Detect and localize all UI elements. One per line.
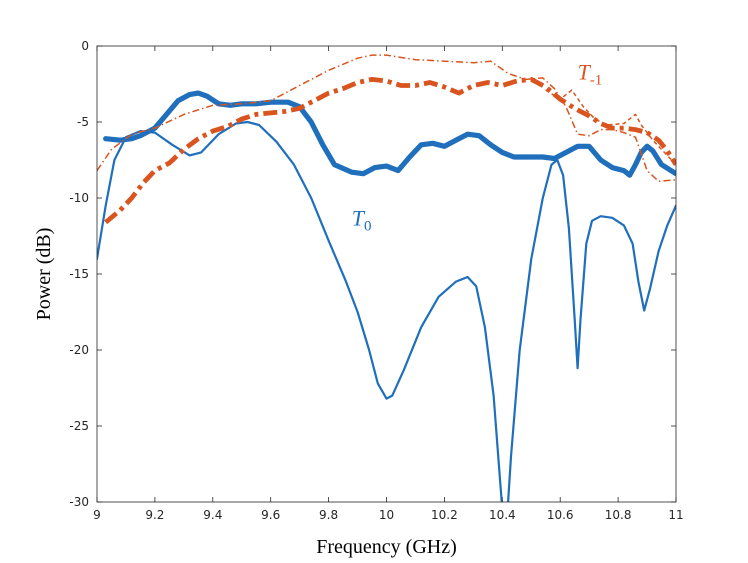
series-line-4 xyxy=(104,77,676,225)
x-tick-label: 9.4 xyxy=(203,508,222,522)
series-line-1 xyxy=(103,90,676,178)
T-1-label: T-1 xyxy=(578,59,603,88)
x-tick-label: 9.8 xyxy=(319,508,338,522)
y-tick-label: -10 xyxy=(69,191,89,205)
x-tick-label: 11 xyxy=(668,508,683,522)
plot-area: 9 9.2 9.4 9.6 9.8 10 10.2 10.4 10.6 10.8 11 0 -5 -10 -… xyxy=(69,39,683,522)
x-tick-label: 9.6 xyxy=(261,508,280,522)
y-tick-label: 0 xyxy=(81,39,89,53)
series-line-0 xyxy=(97,120,676,502)
annotation-layer: T0 T-1 xyxy=(352,59,603,234)
x-tick-label: 10 xyxy=(379,508,394,522)
y-tick-label: -5 xyxy=(77,115,89,129)
x-tick-label: 9 xyxy=(93,508,101,522)
y-axis-label: Power (dB) xyxy=(33,228,55,321)
x-tick-label: 10.8 xyxy=(605,508,632,522)
y-tick-label: -15 xyxy=(69,267,89,281)
series-layer xyxy=(97,54,676,502)
series-line-3 xyxy=(545,89,676,166)
x-tick-label: 10.4 xyxy=(489,508,516,522)
x-tick-label: 10.6 xyxy=(547,508,574,522)
axes-background xyxy=(97,46,676,502)
x-axis-label: Frequency (GHz) xyxy=(316,536,457,558)
y-tick-label: -25 xyxy=(69,419,89,433)
T0-label: T0 xyxy=(352,205,372,234)
ticks-layer: 9 9.2 9.4 9.6 9.8 10 10.2 10.4 10.6 10.8 11 0 -5 -10 -… xyxy=(69,39,683,522)
x-tick-label: 9.2 xyxy=(145,508,164,522)
y-tick-label: -20 xyxy=(69,343,89,357)
y-tick-label: -30 xyxy=(69,495,89,509)
x-tick-label: 10.2 xyxy=(431,508,458,522)
